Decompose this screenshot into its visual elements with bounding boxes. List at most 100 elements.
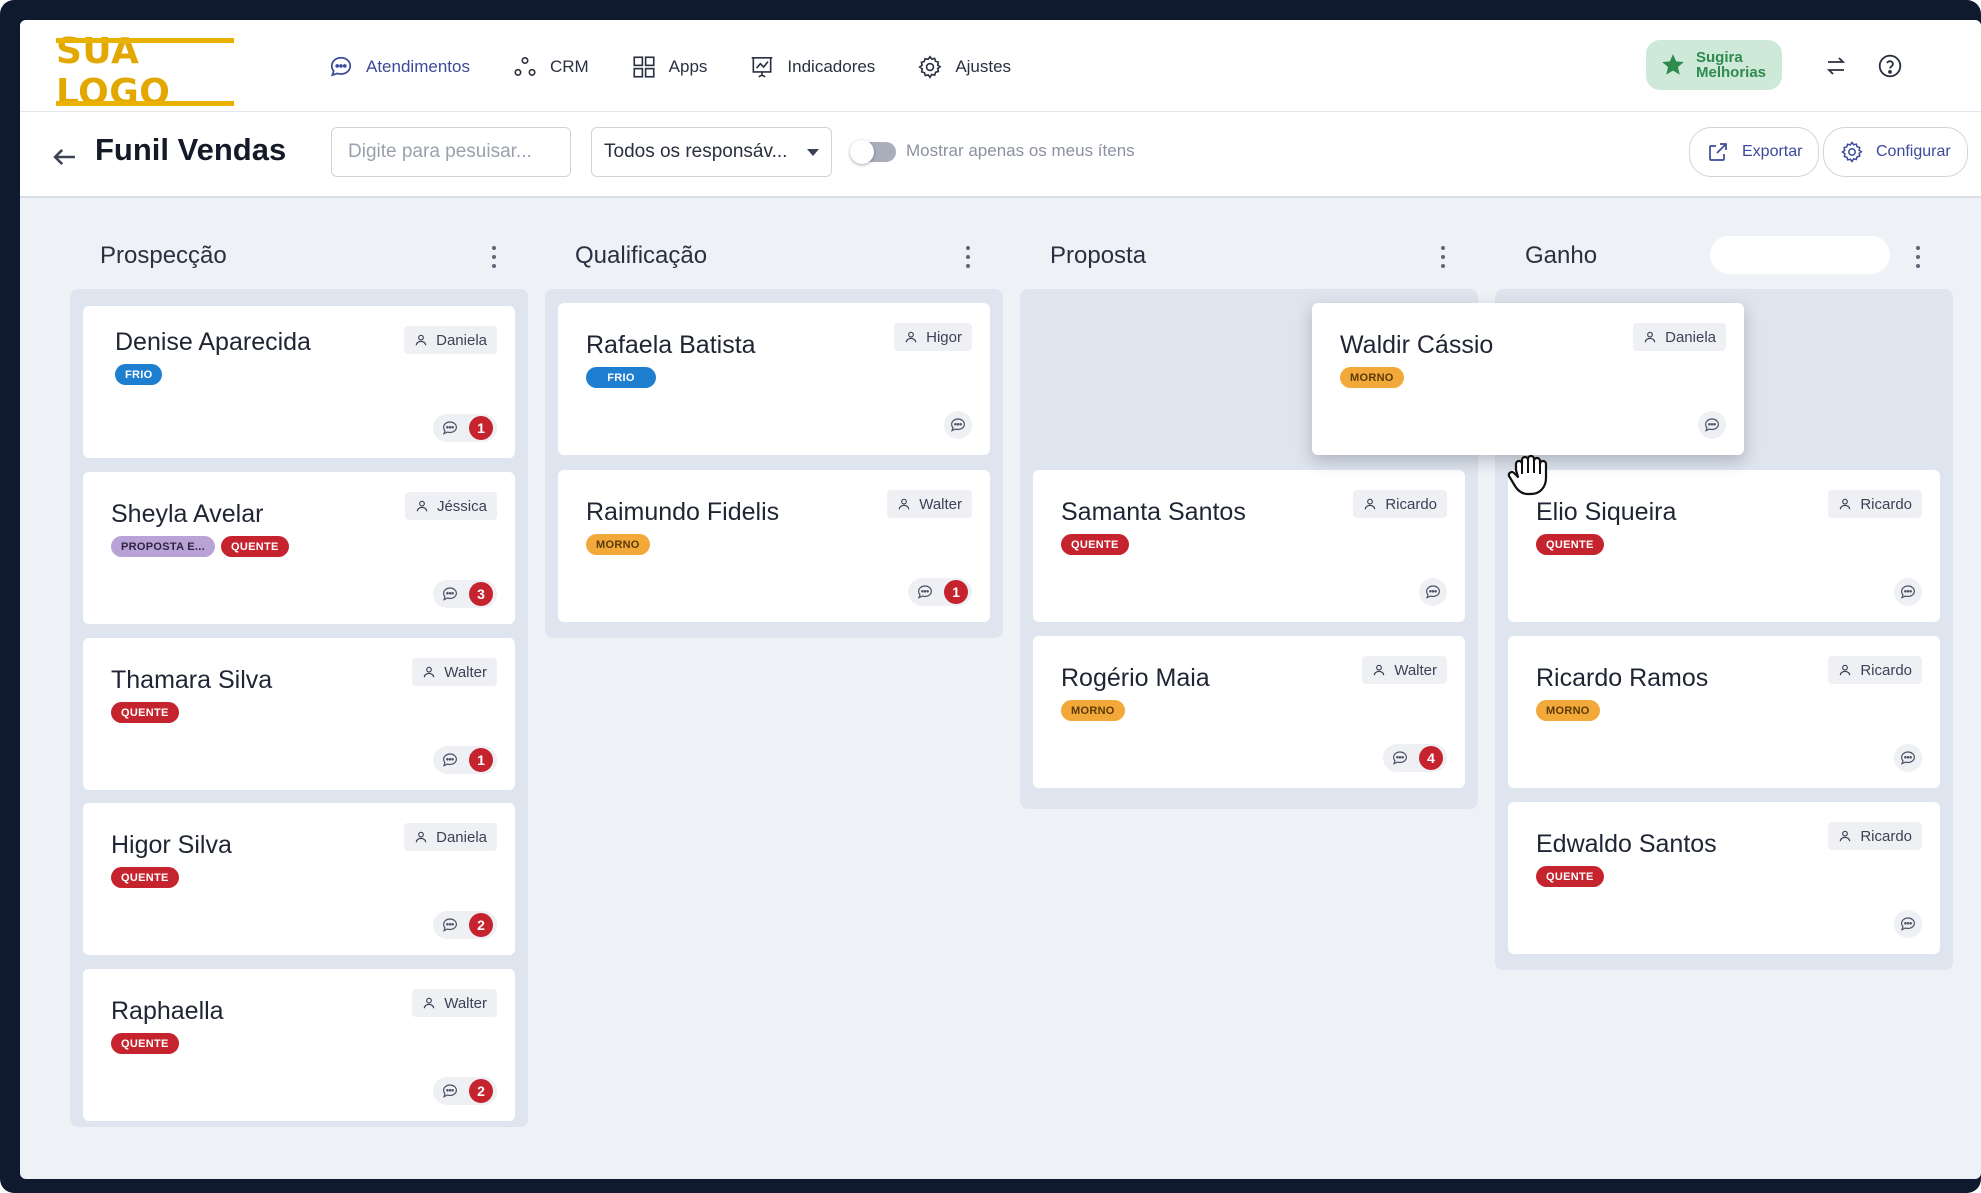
column-title-prospeccao: Prospecção — [100, 242, 227, 269]
messages-indicator[interactable] — [1894, 578, 1922, 606]
dragging-lead-card[interactable]: Waldir Cássio Daniela MORNO — [1312, 303, 1744, 455]
lead-card[interactable]: Sheyla Avelar Jéssica PROPOSTA E... QUENT… — [83, 472, 515, 624]
owner-badge: Daniela — [1633, 323, 1726, 351]
lead-card[interactable]: Ricardo Ramos Ricardo MORNO — [1508, 636, 1940, 788]
nav-item-atendimentos[interactable]: Atendimentos — [328, 50, 470, 84]
unread-count-badge: 4 — [1419, 746, 1443, 770]
unread-count-badge: 1 — [944, 580, 968, 604]
owner-name: Walter — [919, 495, 962, 513]
nav-item-apps[interactable]: Apps — [631, 50, 707, 84]
tag-list: MORNO — [1061, 700, 1125, 721]
user-icon — [1373, 664, 1385, 676]
owner-badge: Daniela — [404, 823, 497, 851]
grid-icon — [633, 56, 655, 78]
suggest-label: Sugira Melhorias — [1696, 50, 1766, 80]
lead-name: Thamara Silva — [111, 666, 273, 694]
chat-bubble-icon — [442, 753, 457, 767]
owner-badge: Higor — [894, 323, 972, 351]
column-title-ganho: Ganho — [1525, 242, 1598, 269]
messages-indicator[interactable] — [1419, 578, 1447, 606]
chat-bubble-icon — [442, 587, 457, 601]
messages-indicator[interactable]: 2 — [433, 911, 497, 939]
responsible-select[interactable]: Todos os responsáv... — [591, 127, 832, 177]
owner-badge: Ricardo — [1828, 822, 1922, 850]
messages-indicator[interactable] — [1894, 744, 1922, 772]
messages-indicator[interactable]: 2 — [433, 1077, 497, 1105]
user-icon — [1840, 830, 1851, 842]
tag-list: QUENTE — [111, 1033, 179, 1054]
messages-indicator[interactable]: 1 — [433, 746, 497, 774]
brand-logo[interactable]: SUA LOGO — [56, 31, 234, 113]
lead-card[interactable]: Higor Silva Daniela QUENTE 2 — [83, 803, 515, 955]
owner-name: Walter — [444, 663, 487, 681]
help-icon — [1878, 54, 1902, 78]
back-button[interactable] — [48, 140, 82, 174]
column-drop-indicator — [1710, 236, 1890, 274]
lead-card[interactable]: Raphaella Walter QUENTE 2 — [83, 969, 515, 1121]
nav-item-indicadores[interactable]: Indicadores — [749, 50, 875, 84]
temperature-tag: MORNO — [586, 534, 650, 555]
owner-name: Jéssica — [436, 497, 487, 515]
column-menu-icon[interactable] — [1915, 246, 1921, 268]
temperature-tag: MORNO — [1061, 700, 1125, 721]
configure-button[interactable]: Configurar — [1823, 127, 1968, 177]
unread-count-badge: 2 — [469, 1079, 493, 1103]
lead-name: Ricardo Ramos — [1536, 664, 1709, 692]
column-menu-icon[interactable] — [491, 246, 497, 268]
messages-indicator[interactable]: 1 — [433, 414, 497, 442]
messages-indicator[interactable] — [1894, 910, 1922, 938]
temperature-tag: QUENTE — [111, 867, 179, 888]
messages-indicator[interactable] — [1698, 411, 1726, 439]
tag-list: PROPOSTA E... QUENTE — [111, 536, 289, 557]
owner-name: Ricardo — [1385, 495, 1437, 513]
messages-indicator[interactable]: 4 — [1383, 744, 1447, 772]
chat-bubble-icon — [1900, 751, 1915, 765]
search-input[interactable] — [331, 127, 571, 177]
lead-card[interactable]: Raimundo Fidelis Walter MORNO 1 — [558, 470, 990, 622]
owner-name: Ricardo — [1860, 827, 1912, 845]
lead-card[interactable]: Denise Aparecida Daniela FRIO 1 — [83, 306, 515, 458]
configure-label: Configurar — [1876, 143, 1951, 160]
help-button[interactable] — [1874, 50, 1906, 82]
column-menu-icon[interactable] — [965, 246, 971, 268]
nav-item-crm[interactable]: CRM — [512, 50, 589, 84]
lead-card[interactable]: Rafaela Batista Higor FRIO — [558, 303, 990, 455]
lead-card[interactable]: Samanta Santos Ricardo QUENTE — [1033, 470, 1465, 622]
user-icon — [1365, 498, 1376, 510]
lead-card[interactable]: Thamara Silva Walter QUENTE 1 — [83, 638, 515, 790]
lead-card[interactable]: Elio Siqueira Ricardo QUENTE — [1508, 470, 1940, 622]
lead-card[interactable]: Rogério Maia Walter MORNO 4 — [1033, 636, 1465, 788]
owner-badge: Jéssica — [404, 492, 497, 520]
only-my-items-toggle[interactable] — [850, 140, 896, 164]
column-menu-icon[interactable] — [1440, 246, 1446, 268]
logo-text: SUA LOGO — [56, 31, 171, 113]
export-button[interactable]: Exportar — [1689, 127, 1820, 177]
user-icon — [1840, 664, 1851, 676]
stage-tag: PROPOSTA E... — [111, 536, 215, 557]
tag-list: MORNO — [1536, 700, 1600, 721]
main-nav: Atendimentos CRM Apps Indicadores Ajuste… — [328, 50, 1053, 84]
messages-indicator[interactable]: 3 — [433, 580, 497, 608]
suggest-improvements-button[interactable]: Sugira Melhorias — [1646, 40, 1782, 90]
lead-card[interactable]: Edwaldo Santos Ricardo QUENTE — [1508, 802, 1940, 954]
owner-badge: Ricardo — [1353, 490, 1447, 518]
page-title: Funil Vendas — [95, 132, 287, 167]
temperature-tag: QUENTE — [111, 1033, 179, 1054]
logo-bar-bottom — [56, 101, 234, 106]
nav-item-ajustes[interactable]: Ajustes — [917, 50, 1011, 84]
unread-count-badge: 1 — [469, 416, 493, 440]
star-icon — [1662, 54, 1684, 75]
suggest-line-2: Melhorias — [1696, 64, 1767, 81]
messages-indicator[interactable] — [944, 411, 972, 439]
user-icon — [423, 997, 435, 1009]
gear-icon — [918, 55, 942, 79]
arrow-left-icon — [53, 149, 75, 165]
owner-name: Daniela — [1665, 328, 1716, 346]
switch-arrows-button[interactable] — [1820, 50, 1852, 82]
owner-badge: Ricardo — [1828, 656, 1922, 684]
lead-name: Raphaella — [111, 997, 224, 1025]
owner-badge: Walter — [887, 490, 972, 518]
messages-indicator[interactable]: 1 — [908, 578, 972, 606]
owner-name: Daniela — [436, 331, 487, 349]
user-icon — [415, 334, 427, 346]
